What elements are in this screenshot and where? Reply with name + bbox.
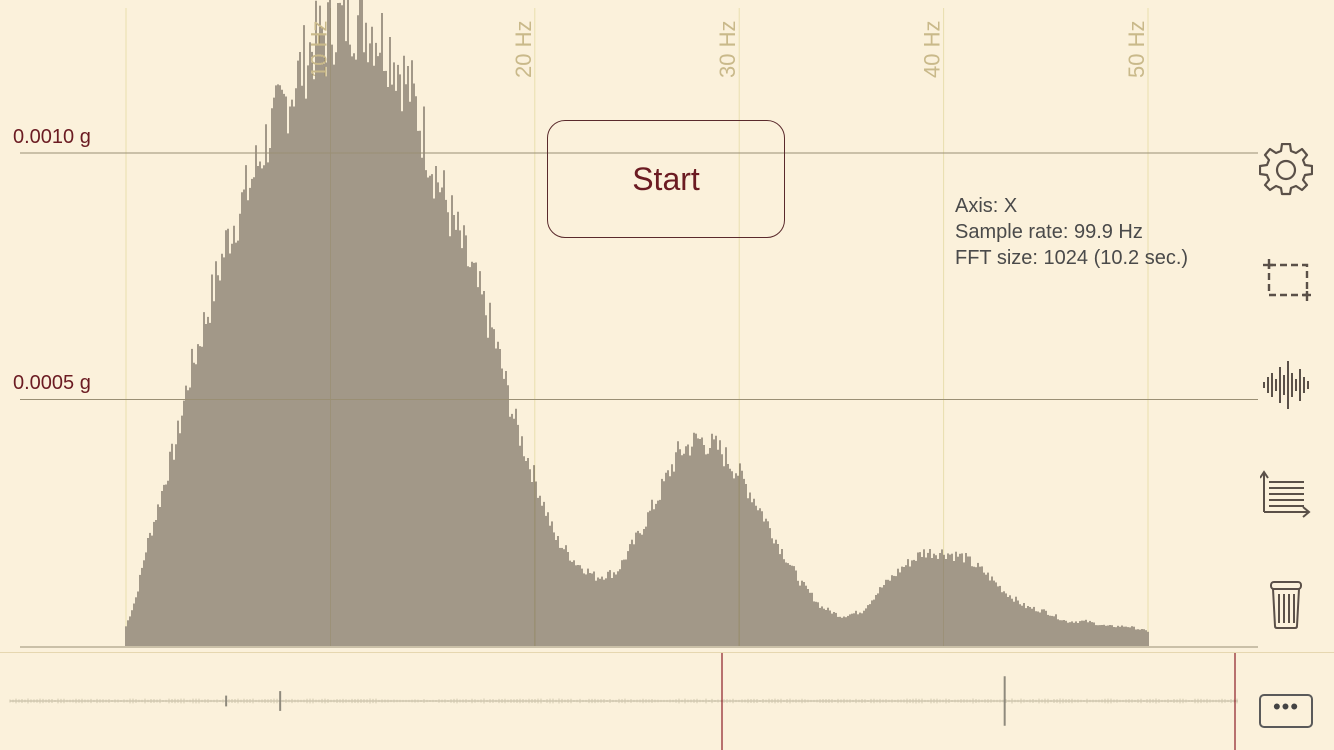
axis-list-button[interactable]: [1258, 465, 1314, 521]
axis-info: Axis: X: [955, 195, 1018, 217]
sample-rate-info: Sample rate: 99.9 Hz: [955, 221, 1143, 243]
y-axis-label-00005g: 0.0005 g: [13, 372, 91, 394]
waveform-overview[interactable]: [0, 653, 1258, 750]
freq-label-20hz: 20 Hz: [511, 21, 536, 78]
freq-label-30hz: 30 Hz: [715, 21, 740, 78]
trash-icon: [1270, 581, 1302, 629]
freq-label-50hz: 50 Hz: [1124, 21, 1149, 78]
gear-icon: [1259, 143, 1313, 196]
freq-label-10hz: 10 Hz: [306, 21, 331, 78]
list-axis-icon: [1260, 470, 1311, 518]
spectrum-plot: 10 Hz 20 Hz 30 Hz 40 Hz 50 Hz: [20, 0, 1258, 648]
spectrum-chart[interactable]: 10 Hz 20 Hz 30 Hz 40 Hz 50 Hz 0.0010 g 0.000…: [0, 0, 1258, 652]
start-button-label: Start: [632, 160, 700, 197]
crop-selection-icon: [1263, 259, 1311, 301]
more-button[interactable]: •••: [1259, 694, 1313, 728]
settings-button[interactable]: [1258, 142, 1314, 198]
more-button-label: •••: [1272, 694, 1300, 719]
start-button[interactable]: Start: [547, 120, 785, 238]
selection-button[interactable]: [1258, 250, 1314, 306]
trash-button[interactable]: [1258, 576, 1314, 632]
fft-size-info: FFT size: 1024 (10.2 sec.): [955, 247, 1189, 269]
y-axis-label-0001g: 0.0010 g: [13, 126, 91, 148]
panel-divider: [0, 652, 1334, 653]
waveform-icon: [1263, 361, 1309, 409]
info-panel: Axis: X Sample rate: 99.9 Hz FFT size: 1…: [955, 193, 1188, 271]
freq-label-40hz: 40 Hz: [920, 21, 945, 78]
waveform-button[interactable]: [1258, 357, 1314, 413]
